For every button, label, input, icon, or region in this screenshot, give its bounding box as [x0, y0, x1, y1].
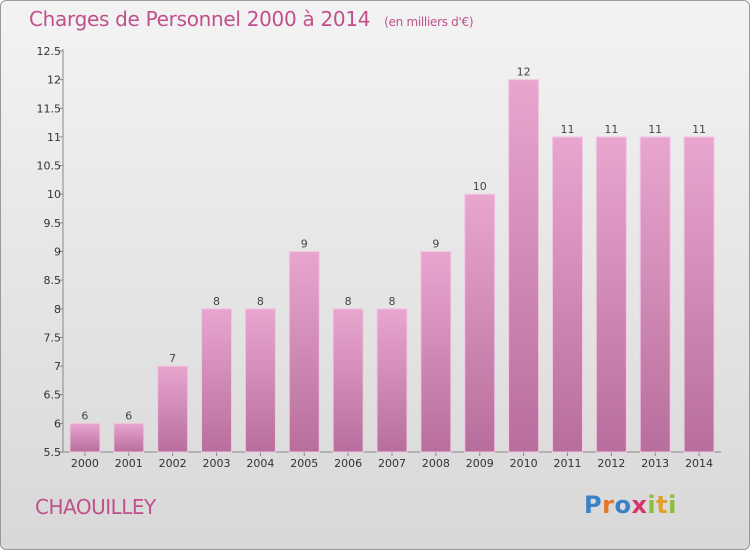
bar	[201, 308, 233, 453]
title-text: Charges de Personnel 2000 à 2014	[29, 7, 371, 31]
y-tick-label: 12	[47, 74, 61, 87]
y-tick-label: 8	[54, 303, 61, 316]
y-tick-label: 11	[47, 131, 61, 144]
proxiti-logo: Proxiti	[584, 491, 677, 519]
bar-value-label: 9	[301, 238, 308, 251]
bar	[551, 136, 583, 453]
logo-letter: i	[668, 491, 677, 519]
bar	[244, 308, 276, 453]
bar-value-label: 10	[473, 180, 487, 193]
logo-letter: o	[614, 491, 632, 519]
bar	[332, 308, 364, 453]
bar	[288, 251, 320, 453]
bar	[595, 136, 627, 453]
y-tick-label: 10	[47, 188, 61, 201]
logo-letter: i	[647, 491, 657, 519]
y-tick-label: 7	[54, 360, 61, 373]
x-tick-label: 2013	[641, 457, 669, 470]
y-tick-label: 11.5	[37, 102, 62, 115]
x-tick-label: 2014	[685, 457, 713, 470]
y-tick-label: 12.5	[37, 45, 62, 58]
x-tick-label: 2009	[466, 457, 494, 470]
bar-value-label: 11	[560, 123, 574, 136]
bar	[157, 365, 189, 453]
logo-letter: t	[656, 491, 669, 519]
bar-value-label: 6	[81, 409, 88, 422]
x-tick-label: 2001	[115, 457, 143, 470]
bar-value-label: 6	[125, 409, 132, 422]
bar-value-label: 8	[213, 295, 220, 308]
x-tick-label: 2005	[290, 457, 318, 470]
bar-value-label: 8	[257, 295, 264, 308]
y-tick-label: 10.5	[37, 160, 62, 173]
bar	[69, 422, 101, 453]
bar	[420, 251, 452, 453]
y-tick-label: 5.5	[44, 446, 62, 459]
x-tick-label: 2002	[159, 457, 187, 470]
y-tick-label: 9.5	[44, 217, 62, 230]
bar-value-label: 11	[692, 123, 706, 136]
bar	[683, 136, 715, 453]
x-tick-label: 2010	[510, 457, 538, 470]
bar	[464, 193, 496, 453]
bar-value-label: 11	[648, 123, 662, 136]
logo-letter: x	[631, 491, 648, 519]
bar	[113, 422, 145, 453]
bar-value-label: 8	[389, 295, 396, 308]
chart-subtitle: (en milliers d'€)	[384, 15, 474, 29]
bar-value-label: 11	[604, 123, 618, 136]
bar-value-label: 12	[517, 66, 531, 79]
y-tick-label: 6.5	[44, 389, 62, 402]
bar-value-label: 8	[345, 295, 352, 308]
bar-value-label: 9	[432, 238, 439, 251]
bar-value-label: 7	[169, 352, 176, 365]
bar	[639, 136, 671, 453]
x-tick-label: 2003	[203, 457, 231, 470]
x-tick-label: 2000	[71, 457, 99, 470]
y-tick-label: 8.5	[44, 274, 62, 287]
y-tick-label: 9	[54, 246, 61, 259]
x-tick-label: 2012	[597, 457, 625, 470]
logo-letter: P	[584, 491, 603, 519]
bar	[376, 308, 408, 453]
x-tick-label: 2004	[246, 457, 274, 470]
x-tick-label: 2007	[378, 457, 406, 470]
y-tick-label: 7.5	[44, 331, 62, 344]
commune-name: CHAOUILLEY	[35, 495, 156, 519]
logo-letter: r	[602, 491, 615, 519]
x-tick-label: 2008	[422, 457, 450, 470]
chart-title: Charges de Personnel 2000 à 2014 (en mill…	[29, 7, 474, 31]
x-tick-label: 2011	[553, 457, 581, 470]
bar	[508, 79, 540, 453]
x-tick-label: 2006	[334, 457, 362, 470]
y-tick-label: 6	[54, 417, 61, 430]
